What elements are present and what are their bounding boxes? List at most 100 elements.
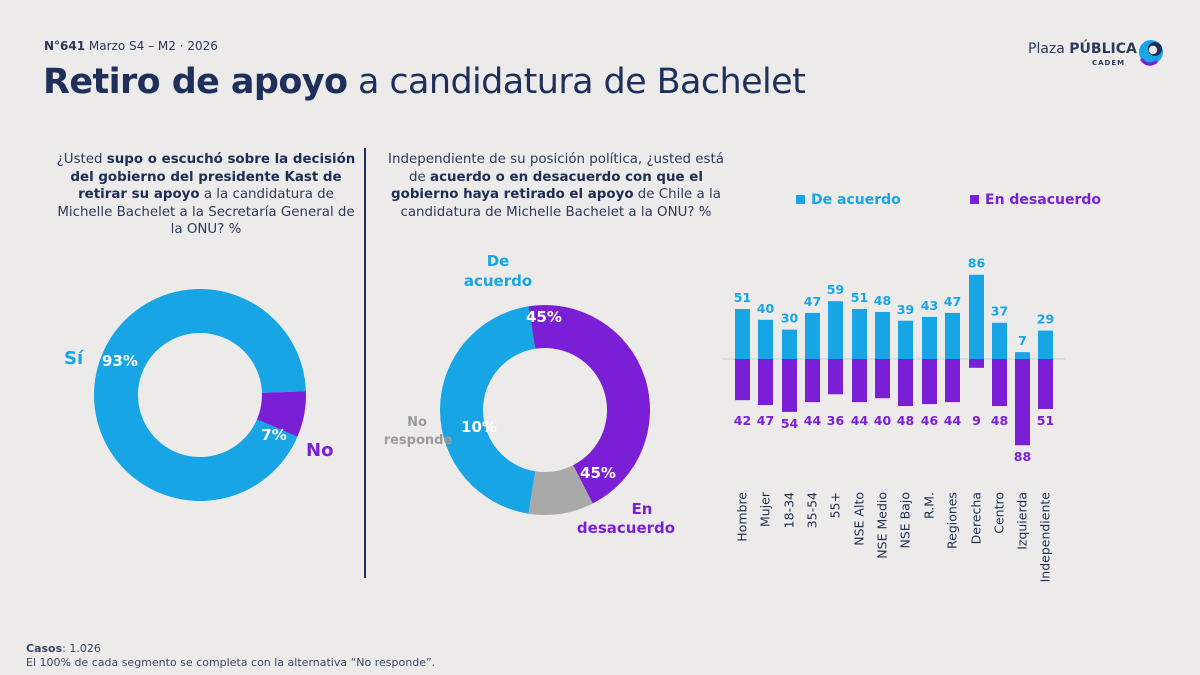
value-en-desacuerdo-35-54: 44 — [804, 413, 822, 428]
question-2-part1: Independiente de su posición política, ¿… — [388, 152, 724, 185]
bar-chart-segments: 51 42 Hombre 40 47 Mujer 30 54 18-34 47 44 35-54 59 3… — [722, 256, 1065, 582]
footer-cases-label: Casos — [26, 642, 63, 655]
legend-label-en-desacuerdo: En desacuerdo — [985, 192, 1102, 208]
brand-logo: Plaza PÚBLICA CADEM — [1000, 38, 1170, 74]
bar-en-desacuerdo-nse-bajo — [898, 359, 913, 407]
category-label-nse-medio: NSE Medio — [875, 492, 890, 559]
brand-sub: CADEM — [1092, 59, 1126, 67]
bar-de-acuerdo-nse-alto — [852, 309, 867, 359]
legend-item-de-acuerdo: De acuerdo — [796, 192, 901, 208]
page-title-bold: Retiro de apoyo — [43, 62, 348, 102]
category-label-18-34: 18-34 — [782, 492, 797, 528]
donut1-slice-no — [256, 391, 306, 437]
donut2-label-de-acuerdo-line2: acuerdo — [464, 272, 532, 290]
bar-en-desacuerdo-nse-medio — [875, 359, 890, 399]
donut2-value-no-responde: 10% — [461, 418, 497, 436]
category-label-regiones: Regiones — [945, 492, 960, 549]
donut2-value-de-acuerdo: 45% — [526, 308, 562, 326]
footer-cases: Casos: 1.026 — [26, 642, 435, 656]
value-de-acuerdo-hombre: 51 — [734, 290, 751, 305]
value-en-desacuerdo-hombre: 42 — [734, 413, 751, 428]
donut2-label-en-desacuerdo-line2: desacuerdo — [577, 519, 675, 537]
value-de-acuerdo-nse-medio: 48 — [874, 293, 891, 308]
page-title-rest: a candidatura de Bachelet — [347, 62, 806, 102]
value-de-acuerdo-18-34: 30 — [781, 311, 799, 326]
bar-de-acuerdo-55 — [828, 301, 843, 359]
value-en-desacuerdo-izquierda: 88 — [1014, 449, 1031, 464]
question-1: ¿Usted supo o escuchó sobre la decisión … — [56, 151, 356, 239]
value-en-desacuerdo-independiente: 51 — [1037, 413, 1054, 428]
value-en-desacuerdo-centro: 48 — [991, 413, 1008, 428]
value-de-acuerdo-independiente: 29 — [1037, 312, 1054, 327]
bar-de-acuerdo-r-m — [922, 316, 937, 359]
category-label-nse-alto: NSE Alto — [852, 492, 867, 546]
category-label-derecha: Derecha — [969, 492, 984, 544]
bar-de-acuerdo-35-54 — [805, 312, 820, 359]
value-de-acuerdo-nse-bajo: 39 — [897, 302, 914, 317]
donut2-label-de-acuerdo-line1: De — [487, 252, 510, 270]
donut1-label-no: No — [306, 440, 333, 461]
category-label-nse-bajo: NSE Bajo — [898, 492, 913, 549]
value-de-acuerdo-55: 59 — [827, 282, 844, 297]
footer-cases-value: : 1.026 — [62, 642, 101, 655]
footer-note: Casos: 1.026 El 100% de cada segmento se… — [26, 642, 435, 670]
edition-code: N°641 — [44, 39, 86, 53]
bar-chart-legend: De acuerdo En desacuerdo — [796, 192, 1116, 212]
donut2-label-no-responde-line1: No — [407, 415, 427, 430]
category-label-35-54: 35-54 — [805, 492, 820, 528]
value-de-acuerdo-35-54: 47 — [804, 294, 821, 309]
bar-en-desacuerdo-nse-alto — [852, 359, 867, 403]
question-2: Independiente de su posición política, ¿… — [388, 151, 724, 221]
bar-de-acuerdo-hombre — [735, 309, 750, 359]
category-label-r-m: R.M. — [922, 492, 937, 519]
value-de-acuerdo-r-m: 43 — [921, 298, 938, 313]
bar-en-desacuerdo-hombre — [735, 359, 750, 401]
category-label-izquierda: Izquierda — [1015, 492, 1030, 550]
value-de-acuerdo-derecha: 86 — [968, 256, 986, 271]
bar-en-desacuerdo-derecha — [969, 359, 984, 368]
value-de-acuerdo-regiones: 47 — [944, 294, 961, 309]
category-label-hombre: Hombre — [735, 492, 750, 542]
value-en-desacuerdo-r-m: 46 — [921, 413, 939, 428]
donut-chart-awareness: 93% 7% Sí No — [64, 289, 333, 501]
column-divider — [364, 148, 366, 578]
brand-name-plain: Plaza — [1028, 41, 1070, 57]
category-label-55: 55+ — [828, 492, 843, 518]
bar-en-desacuerdo-55 — [828, 359, 843, 395]
bar-de-acuerdo-nse-medio — [875, 311, 890, 359]
brand-name: Plaza PÚBLICA — [1028, 41, 1137, 57]
bar-de-acuerdo-mujer — [758, 319, 773, 359]
donut2-slice-no-responde — [528, 465, 593, 515]
question-2-part2: de Chile a la candidatura de Michelle Ba… — [400, 187, 721, 220]
bar-en-desacuerdo-izquierda — [1015, 359, 1030, 446]
value-en-desacuerdo-derecha: 9 — [972, 413, 981, 428]
donut1-value-si: 93% — [102, 352, 138, 370]
bar-en-desacuerdo-independiente — [1038, 359, 1053, 409]
question-1-part2: a la candidatura de Michelle Bachelet a … — [57, 187, 355, 238]
bar-de-acuerdo-derecha — [969, 274, 984, 359]
edition-date: Marzo S4 – M2 · 2026 — [85, 39, 218, 53]
question-1-bold: supo o escuchó sobre la decisión del gob… — [70, 152, 356, 203]
page-title: Retiro de apoyo a candidatura de Bachele… — [43, 62, 806, 102]
bar-de-acuerdo-nse-bajo — [898, 320, 913, 359]
donut2-slice-en-desacuerdo — [528, 305, 650, 504]
value-en-desacuerdo-55: 36 — [827, 413, 845, 428]
question-2-bold: acuerdo o en desacuerdo con que el gobie… — [391, 169, 703, 203]
legend-label-de-acuerdo: De acuerdo — [811, 192, 901, 208]
value-de-acuerdo-izquierda: 7 — [1018, 333, 1027, 348]
bar-en-desacuerdo-regiones — [945, 359, 960, 403]
bar-en-desacuerdo-mujer — [758, 359, 773, 406]
brand-name-bold: PÚBLICA — [1069, 41, 1137, 57]
category-label-mujer: Mujer — [758, 491, 773, 527]
legend-swatch-de-acuerdo — [796, 195, 805, 204]
donut1-value-no: 7% — [261, 426, 286, 444]
value-en-desacuerdo-nse-alto: 44 — [851, 413, 869, 428]
question-1-part1: ¿Usted — [56, 152, 107, 167]
donut2-label-en-desacuerdo-line1: En — [632, 500, 653, 518]
bar-en-desacuerdo-r-m — [922, 359, 937, 405]
donut2-slice-de-acuerdo — [439, 306, 536, 514]
value-de-acuerdo-nse-alto: 51 — [851, 290, 868, 305]
donut2-label-no-responde-line2: responde — [384, 433, 453, 448]
value-en-desacuerdo-nse-medio: 40 — [874, 413, 892, 428]
